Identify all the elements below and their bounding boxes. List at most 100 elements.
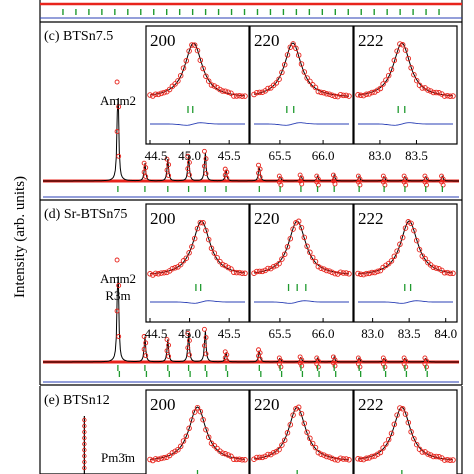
inset-observed-point <box>194 404 201 411</box>
inset-observed-point <box>197 219 204 226</box>
inset-observed-point <box>450 270 456 277</box>
inset-observed-point <box>399 406 406 412</box>
panel-d-observed-point <box>114 308 120 314</box>
inset-observed-point <box>388 258 395 264</box>
inset-observed-point <box>405 419 412 426</box>
inset-observed-point <box>427 452 434 458</box>
inset-observed-point <box>164 269 170 276</box>
panel-c-observed-point <box>424 182 429 188</box>
inset-observed-point <box>337 91 344 98</box>
inset-observed-point <box>309 440 316 447</box>
inset-observed-point <box>369 269 375 276</box>
inset-observed-point <box>372 453 378 459</box>
inset-observed-point <box>279 256 285 262</box>
inset-observed-point <box>346 271 352 277</box>
panel-d-observed-point <box>382 364 388 370</box>
inset-observed-point <box>444 92 451 99</box>
inset-observed-point <box>315 88 322 95</box>
panel-c-observed-point <box>224 175 230 181</box>
inset-observed-point <box>430 89 437 96</box>
panel-c-observed-point <box>114 129 120 134</box>
panel-e-label: (e) BTSn12 <box>44 393 110 408</box>
inset-observed-point <box>177 72 184 79</box>
inset-observed-point <box>366 270 372 277</box>
inset-observed-point <box>186 425 192 432</box>
inset-observed-point <box>217 86 223 93</box>
inset-observed-point <box>436 90 442 96</box>
inset-observed-point <box>307 78 313 85</box>
panel-c-observed-point <box>440 182 446 188</box>
inset-tick-label: 65.5 <box>269 148 292 163</box>
inset-observed-point <box>172 81 178 87</box>
panel-d-observed-point <box>186 352 192 358</box>
inset-observed-point <box>346 93 352 99</box>
inset-observed-point <box>147 456 153 463</box>
panel-e-observed-point <box>82 453 87 459</box>
inset-observed-point <box>380 445 386 451</box>
inset-observed-point <box>358 456 364 463</box>
panel-c-observed-point <box>186 159 192 165</box>
inset-observed-point <box>172 265 178 271</box>
inset-observed-point <box>298 61 305 67</box>
inset-observed-point <box>200 220 206 226</box>
inset-observed-point <box>304 243 310 250</box>
panel-c-observed-point <box>186 172 192 178</box>
inset-observed-point <box>419 449 426 455</box>
panel-c-observed-point <box>116 153 122 159</box>
inset-observed-point <box>217 258 223 265</box>
inset-hkl-label: 200 <box>150 209 176 228</box>
panel-d-observed-point <box>424 364 429 370</box>
panel-c-observed-point <box>143 174 149 179</box>
inset-observed-point <box>239 270 245 276</box>
inset-observed-point <box>189 243 195 250</box>
panel-d: (d) Sr-BTSn75 Amm2 R3m 200 44.5 45.0 45.5 220 65… <box>39 200 463 386</box>
inset-observed-point <box>175 78 181 84</box>
inset-observed-point <box>270 449 277 456</box>
inset-observed-point <box>295 52 302 58</box>
panel-c: (c) BTSn7.5 Amm2 200 44.5 45.0 45.5 220 65.5 66.… <box>39 22 463 201</box>
panel-c-observed-point <box>257 166 263 172</box>
inset-observed-point <box>343 92 349 99</box>
inset-observed-point <box>169 265 176 272</box>
inset-observed-point <box>444 456 451 463</box>
panel-c-calculated-curve <box>43 97 459 182</box>
panel-d-observed-point <box>299 363 305 369</box>
inset-observed-point <box>298 410 305 417</box>
inset-observed-point <box>254 268 260 275</box>
inset-observed-point <box>161 89 167 96</box>
inset-observed-point <box>394 248 400 254</box>
inset-observed-point <box>430 453 437 460</box>
inset-observed-point <box>287 235 294 242</box>
inset-observed-point <box>312 444 319 451</box>
inset-observed-point <box>408 65 414 71</box>
panel-b <box>39 0 463 23</box>
inset-observed-point <box>411 227 417 234</box>
inset-observed-point <box>265 265 271 272</box>
inset-observed-point <box>222 88 229 94</box>
inset-observed-point <box>293 220 299 226</box>
panel-d-observed-point <box>164 348 170 354</box>
panel-e-observed-point <box>82 447 87 453</box>
panel-d-observed-point <box>315 364 321 370</box>
inset-observed-point <box>433 453 439 460</box>
panel-d-observed-point <box>257 356 263 362</box>
panel-e-inset-200: 200 <box>145 389 250 474</box>
panel-e-observed-point <box>82 429 87 435</box>
inset-observed-point <box>233 93 240 99</box>
panel-d-observed-point <box>141 346 147 352</box>
inset-observed-point <box>183 255 190 261</box>
inset-observed-point <box>372 269 378 276</box>
inset-observed-point <box>239 93 245 99</box>
inset-observed-point <box>276 260 282 267</box>
inset-observed-point <box>239 457 245 463</box>
panel-e-observed-point <box>82 459 87 465</box>
inset-observed-point <box>321 452 327 458</box>
inset-observed-point <box>366 91 372 97</box>
inset-observed-point <box>399 234 406 241</box>
inset-observed-point <box>427 88 434 94</box>
inset-observed-point <box>208 82 215 88</box>
inset-observed-point <box>369 89 375 96</box>
inset-observed-point <box>340 456 347 462</box>
inset-observed-point <box>225 452 231 458</box>
inset-hkl-label: 220 <box>254 395 280 414</box>
